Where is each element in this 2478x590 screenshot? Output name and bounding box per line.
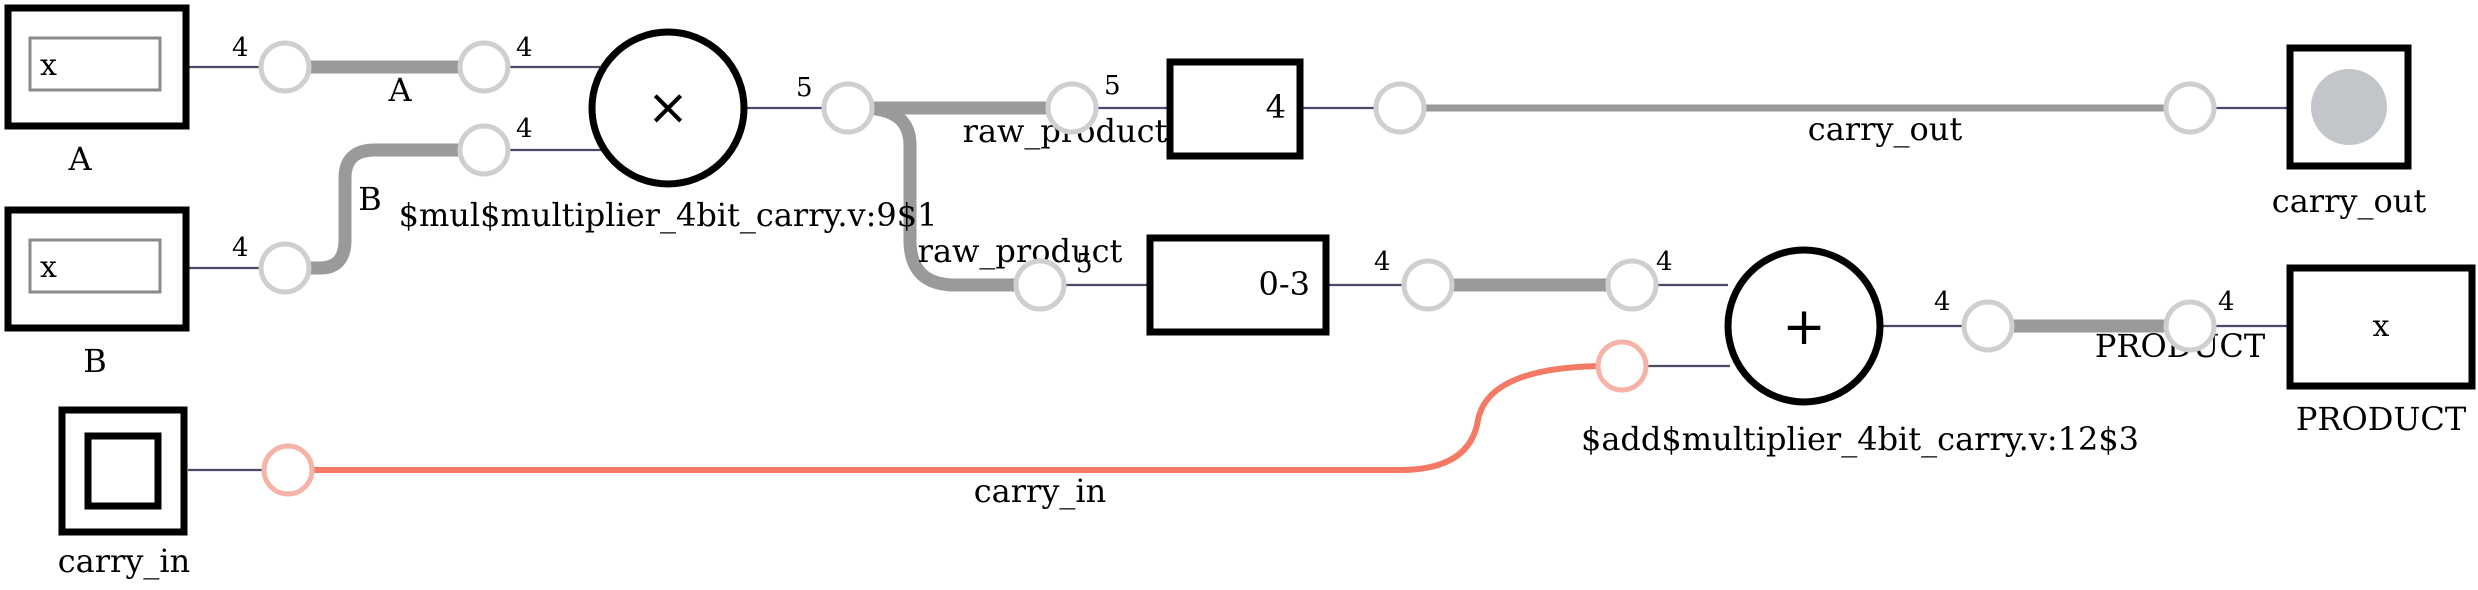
net-label-carry-in: carry_in	[974, 472, 1107, 510]
port-adder-out[interactable]	[1961, 299, 2015, 353]
ports	[258, 40, 2217, 497]
port-carry-out-in[interactable]	[2163, 81, 2217, 135]
product-label: PRODUCT	[2296, 400, 2467, 438]
slice-upper-text: 4	[1266, 88, 1286, 126]
bus-raw-product-lower	[855, 101, 1047, 292]
net-label-carry-out: carry_out	[1808, 110, 1963, 148]
port-adder-in-a[interactable]	[1605, 258, 1659, 312]
port-slice-lower-out[interactable]	[1401, 258, 1455, 312]
carry-out-led	[2311, 69, 2387, 145]
adder-in-width: 4	[1656, 247, 1673, 277]
port-slice-upper-in[interactable]	[1045, 81, 1099, 135]
input-a-field[interactable]	[28, 36, 162, 92]
slice-lower-body	[1146, 234, 1330, 336]
wires	[188, 60, 2290, 473]
adder-body	[1724, 246, 1884, 406]
mul-in-a-width: 4	[516, 33, 533, 63]
port-carry-in-out[interactable]	[261, 443, 315, 497]
input-a-value: x	[40, 48, 57, 83]
slice-lower-text: 0-3	[1258, 265, 1310, 303]
slice-upper-body	[1166, 58, 1304, 160]
input-b-label: B	[83, 342, 107, 380]
port-adder-in-b[interactable]	[1595, 339, 1649, 393]
port-slice-upper-out[interactable]	[1373, 81, 1427, 135]
slice-lower-in-width: 5	[1076, 249, 1093, 279]
port-product-in[interactable]	[2163, 299, 2217, 353]
multiplier-symbol: ×	[647, 78, 689, 136]
product-in-width: 4	[2218, 287, 2235, 317]
mul-in-b-width: 4	[516, 114, 533, 144]
output-carry-out: carry_out	[2272, 44, 2427, 220]
net-label-a: A	[387, 71, 412, 109]
input-a-width: 4	[232, 33, 249, 63]
slice-upper[interactable]: 4	[1166, 58, 1304, 160]
input-carry-in[interactable]: carry_in	[58, 406, 191, 580]
input-b-value: x	[40, 250, 57, 285]
multiplier-cell[interactable]: × $mul$multiplier_4bit_carry.v:9$1	[399, 28, 938, 234]
mul-out-width: 5	[796, 73, 813, 103]
multiplier-label: $mul$multiplier_4bit_carry.v:9$1	[399, 196, 938, 234]
output-product: x PRODUCT	[2286, 264, 2476, 438]
port-slice-lower-in[interactable]	[1013, 258, 1067, 312]
carry-in-button[interactable]	[84, 432, 162, 510]
adder-symbol: +	[1782, 297, 1826, 357]
input-b-field[interactable]	[28, 238, 162, 294]
adder-cell[interactable]: + $add$multiplier_4bit_carry.v:12$3	[1581, 246, 2139, 458]
net-label-b: B	[358, 180, 382, 218]
port-mul-in-a[interactable]	[457, 40, 511, 94]
input-a-label: A	[67, 140, 92, 178]
multiplier-body	[588, 28, 748, 188]
slice-lower-out-width: 4	[1374, 247, 1391, 277]
product-value: x	[2373, 309, 2390, 344]
port-a-out[interactable]	[258, 40, 312, 94]
adder-out-width: 4	[1934, 287, 1951, 317]
net-label-raw-product-lower: raw_product	[918, 232, 1123, 270]
slice-upper-in-width: 5	[1104, 71, 1121, 101]
carry-in-label: carry_in	[58, 542, 191, 580]
slice-lower[interactable]: 0-3	[1146, 234, 1330, 336]
adder-label: $add$multiplier_4bit_carry.v:12$3	[1581, 420, 2139, 458]
wire-carry-in	[288, 363, 1602, 473]
carry-out-frame	[2286, 44, 2412, 170]
product-frame	[2286, 264, 2476, 390]
port-mul-in-b[interactable]	[457, 123, 511, 177]
port-b-out[interactable]	[258, 241, 312, 295]
input-a[interactable]: x A	[4, 4, 190, 178]
input-b-width: 4	[232, 233, 249, 263]
bus-b	[278, 143, 491, 275]
carry-out-label: carry_out	[2272, 182, 2427, 220]
port-mul-out[interactable]	[821, 81, 875, 135]
input-b[interactable]: x B	[4, 206, 190, 380]
